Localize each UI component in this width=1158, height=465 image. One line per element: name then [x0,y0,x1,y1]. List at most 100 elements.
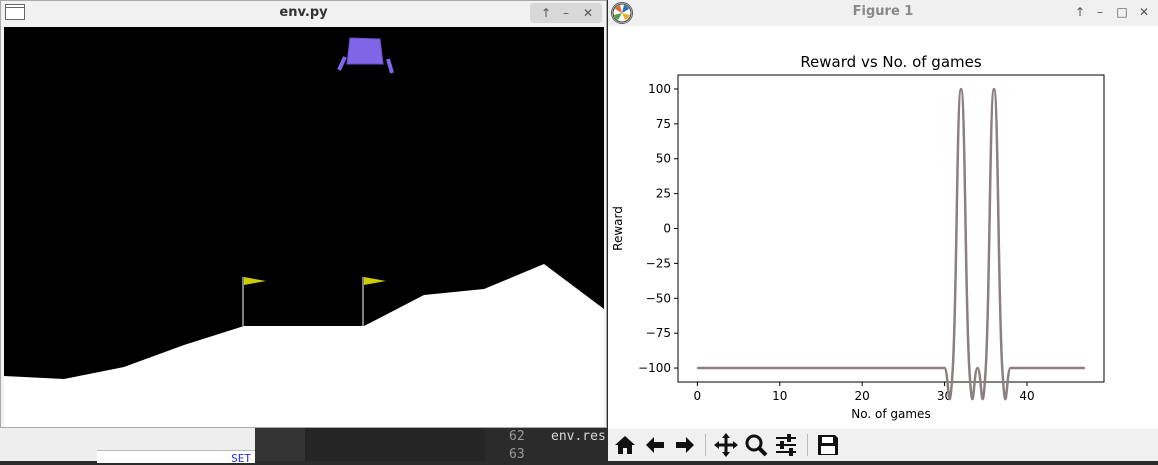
code-line: env.res [551,429,606,444]
data-point [886,367,888,369]
env-window-title: env.py [279,5,328,20]
data-point [787,367,789,369]
data-point [820,367,822,369]
data-point [754,367,756,369]
window-menu-icon[interactable] [5,4,25,20]
y-tick-label: 100 [648,82,671,96]
data-point [919,367,921,369]
lander-leg-left [337,56,347,71]
figure-window: Figure 1 ↑ – □ ✕ 0 10 20 30 40 −100 −75 −50 −25 0… [608,0,1158,461]
chart-title: Reward vs No. of games [800,53,982,71]
data-point [902,367,904,369]
data-point [861,367,863,369]
matplotlib-toolbar [608,429,1158,461]
configure-icon[interactable] [773,432,799,458]
data-point [770,367,773,369]
background-editor: SET 62 env.res 63 [0,428,608,465]
close-button[interactable]: ✕ [1138,5,1150,19]
x-tick-label: 10 [772,389,787,403]
lunar-lander-scene [4,27,604,427]
pan-icon[interactable] [713,432,739,458]
figure-titlebar[interactable]: Figure 1 ↑ – □ ✕ [608,0,1158,26]
data-point [853,367,855,369]
minimize-button[interactable]: – [563,6,569,20]
data-point [1042,367,1045,369]
data-point [943,367,946,369]
x-axis-label: No. of games [851,407,930,421]
env-titlebar[interactable]: env.py ↑ – ✕ [1,1,606,25]
data-point [713,367,715,369]
lander-body [346,37,384,65]
data-point [836,367,839,369]
figure-window-title: Figure 1 [852,4,914,19]
background-panel: SET [0,428,255,465]
data-point [993,88,995,90]
data-point [1001,367,1003,369]
data-point [795,367,797,369]
y-tick-label: 75 [656,117,671,131]
toolbar-separator [807,434,808,456]
data-point [696,367,698,369]
y-axis-label: Reward [611,206,625,251]
toolbar-separator [705,434,706,456]
data-point [1034,367,1036,369]
data-point [721,367,723,369]
data-point [746,367,748,369]
y-tick-label: −75 [646,326,671,340]
keep-above-button[interactable]: ↑ [1074,5,1086,19]
terrain [4,264,604,427]
back-icon[interactable] [642,432,668,458]
plot-canvas[interactable]: 0 10 20 30 40 −100 −75 −50 −25 0 25 50 75 100 Reward v… [608,26,1158,429]
data-point [976,367,979,369]
maximize-button[interactable]: □ [1116,5,1128,19]
data-point [878,367,880,369]
data-point [1018,367,1020,369]
data-point [1067,367,1069,369]
data-point [910,367,913,369]
data-point [869,367,872,369]
data-point [952,367,954,369]
y-tick-label: 50 [656,152,671,166]
data-point [1009,367,1012,369]
data-point [779,367,781,369]
data-point [894,367,896,369]
data-point [845,367,847,369]
matplotlib-icon[interactable] [611,2,633,24]
home-icon[interactable] [612,432,638,458]
minimize-button[interactable]: – [1097,5,1103,19]
y-tick-label: −25 [646,256,671,270]
y-tick-label: −50 [646,291,671,305]
save-icon[interactable] [815,432,841,458]
forward-icon[interactable] [672,432,698,458]
data-point [1026,367,1028,369]
data-point [1051,367,1053,369]
code-area: 62 env.res 63 [485,428,608,462]
data-point [705,367,707,369]
env-window-controls: ↑ – ✕ [530,3,602,23]
data-point [1059,367,1061,369]
data-point [927,367,929,369]
data-point [729,367,731,369]
flag-right [364,277,386,285]
set-field: SET [97,450,255,465]
line-number: 63 [509,447,525,462]
data-point [1084,367,1086,369]
data-point [762,367,764,369]
set-label: SET [231,452,251,465]
lunar-lander-view [4,27,604,427]
data-point [960,88,962,90]
x-tick-label: 20 [855,389,870,403]
x-tick-label: 0 [694,389,702,403]
data-point [968,367,970,369]
flag-left [244,277,266,285]
data-point [1075,367,1077,369]
data-point [935,367,937,369]
close-button[interactable]: ✕ [582,6,594,20]
data-point [985,367,987,369]
y-tick-label: −100 [638,361,671,375]
keep-above-button[interactable]: ↑ [540,6,552,20]
editor-gutter [255,428,305,461]
plot-frame [677,74,1105,383]
zoom-icon[interactable] [743,432,769,458]
